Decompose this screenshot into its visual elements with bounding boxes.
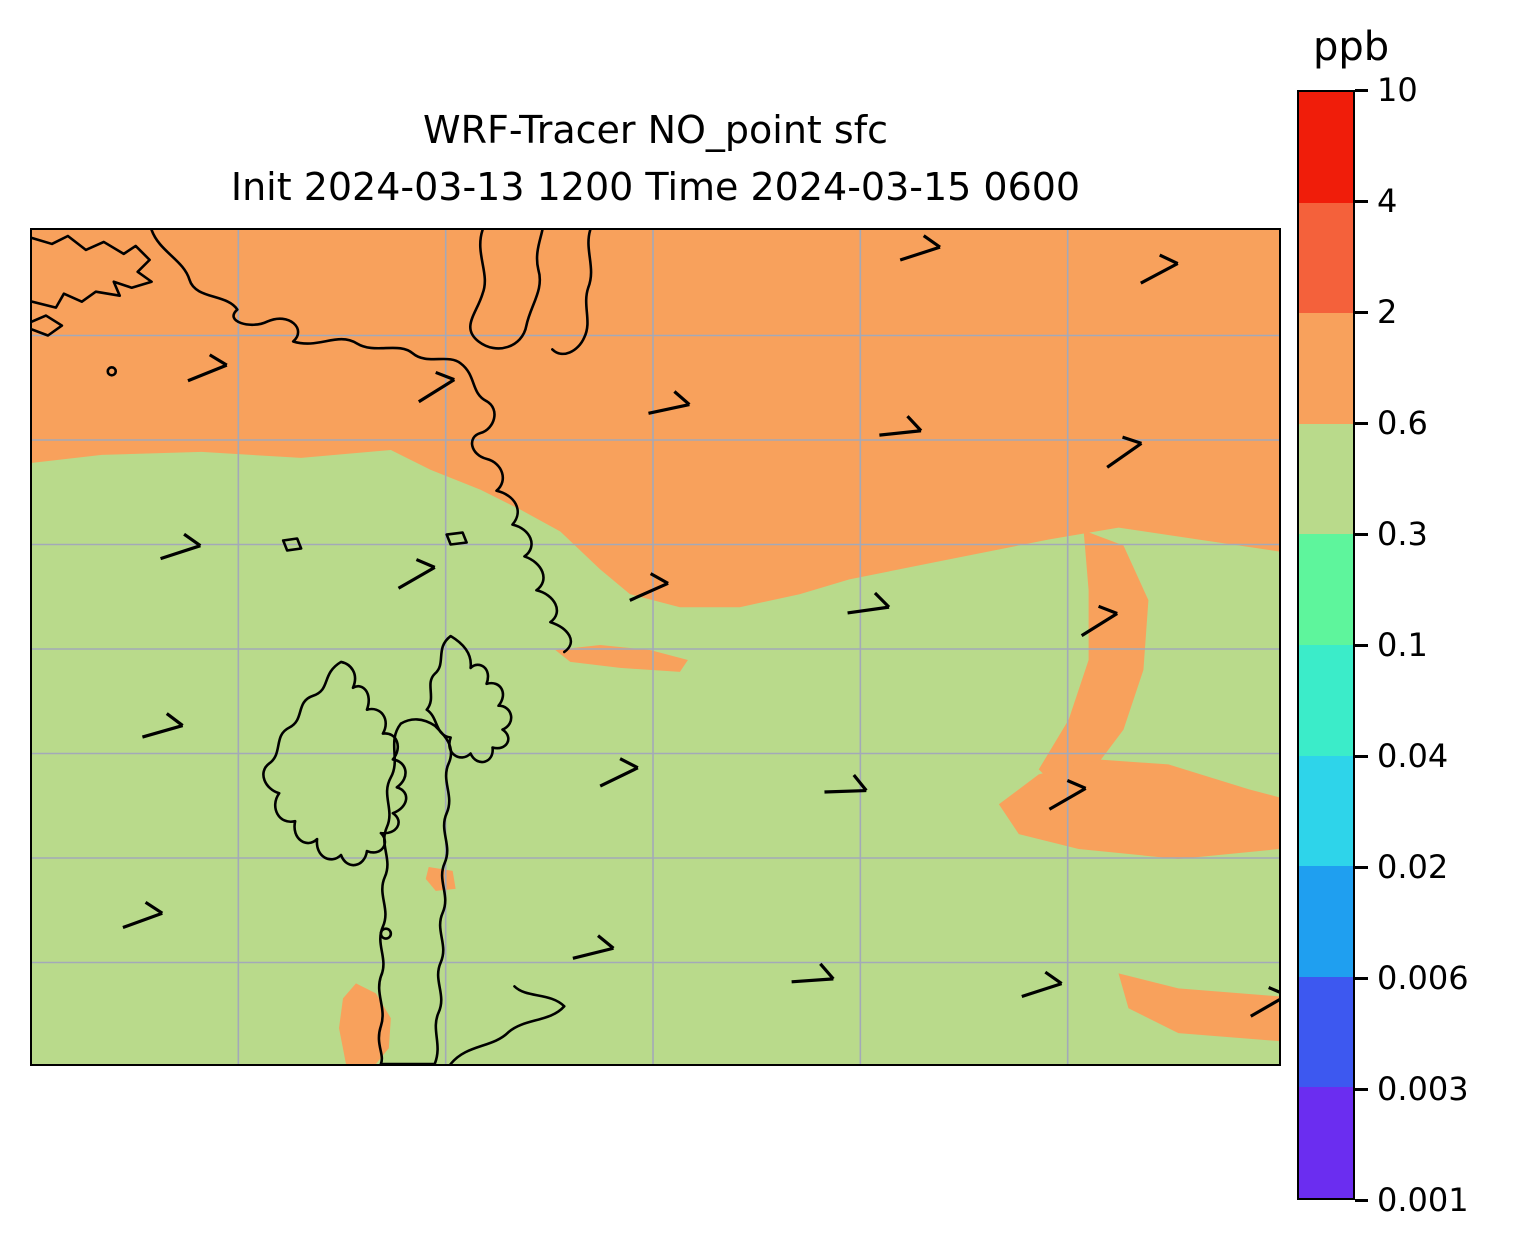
field-orange-patch (425, 866, 456, 891)
field-orange-patch (1118, 973, 1279, 1042)
colorbar-tick-label: 0.006 (1377, 959, 1469, 997)
coastline-path (281, 537, 303, 552)
colorbar-tick-label: 0.02 (1377, 848, 1449, 886)
wind-barb (824, 774, 868, 794)
colorbar-band-0.001-0.003 (1299, 1087, 1353, 1198)
coastline-path (32, 234, 153, 309)
field-orange-patch (998, 759, 1279, 859)
field-orange-patch (339, 983, 391, 1064)
field-orange-patch (1038, 530, 1149, 790)
wind-barb (899, 234, 941, 262)
colorbar-band-0.3-0.6 (1299, 423, 1353, 535)
colorbar-band-2-4 (1299, 202, 1353, 314)
coastline-path (150, 230, 573, 654)
colorbar-tick (1355, 89, 1368, 92)
coastline-path (445, 531, 468, 546)
colorbar-tick-label: 10 (1377, 71, 1418, 109)
colorbar-band-0.006-0.02 (1299, 866, 1353, 977)
wind-barb (417, 370, 456, 404)
map-plot (30, 228, 1281, 1066)
colorbar-tick-label: 0.04 (1377, 737, 1449, 775)
colorbar-tick (1355, 422, 1368, 425)
colorbar-tick (1355, 200, 1368, 203)
coastline-path (425, 634, 513, 764)
coastline-path (262, 660, 408, 867)
wind-barb (1021, 970, 1063, 999)
plot-title: WRF-Tracer NO_point sfc Init 2024-03-13 … (30, 102, 1281, 216)
wind-barb (847, 591, 891, 615)
coastline-path (449, 985, 566, 1064)
colorbar-band-0.003-0.006 (1299, 976, 1353, 1088)
colorbar-tick-label: 0.3 (1377, 515, 1428, 553)
field-band-0.6-2 (32, 230, 1279, 608)
colorbar-tick-label: 2 (1377, 293, 1398, 331)
wind-barb (141, 712, 184, 739)
wind-barb (629, 572, 669, 602)
island-circle (379, 927, 393, 940)
title-line-1: WRF-Tracer NO_point sfc (423, 108, 888, 152)
colorbar-tick-label: 0.003 (1377, 1070, 1469, 1108)
colorbar-tick-label: 0.1 (1377, 626, 1428, 664)
coastline-path (551, 230, 593, 356)
wind-barb (1140, 253, 1179, 285)
colorbar-band-4-10 (1299, 92, 1353, 203)
colorbar-bands (1299, 92, 1353, 1198)
colorbar-band-0.1-0.3 (1299, 534, 1353, 645)
wind-barb (1080, 604, 1119, 638)
island-circle (106, 366, 118, 377)
wind-barb (791, 962, 835, 984)
colorbar-tick-label: 4 (1377, 182, 1398, 220)
coastline-path (469, 230, 544, 350)
colorbar-tick (1355, 866, 1368, 869)
colorbar-tick-label: 0.6 (1377, 404, 1428, 442)
wind-barb (187, 353, 228, 383)
colorbar-band-0.04-0.1 (1299, 644, 1353, 756)
colorbar-band-0.6-2 (1299, 313, 1353, 424)
wind-barb (648, 390, 691, 415)
colorbar-tick (1355, 311, 1368, 314)
wind-barb (1048, 779, 1087, 811)
wind-barb (1249, 986, 1279, 1018)
colorbar-tick (1355, 644, 1368, 647)
field-orange-patch (555, 645, 688, 672)
wind-barb (1106, 435, 1143, 469)
title-line-2: Init 2024-03-13 1200 Time 2024-03-15 060… (230, 165, 1081, 209)
wind-barb (122, 900, 164, 929)
colorbar-band-0.02-0.04 (1299, 755, 1353, 867)
wind-barb (599, 757, 639, 788)
coastline-path (377, 718, 453, 1064)
wind-barb (160, 532, 202, 561)
colorbar-tick-label: 0.001 (1377, 1181, 1469, 1219)
colorbar-tick (1355, 1088, 1368, 1091)
map-svg (32, 230, 1279, 1064)
colorbar-tick (1355, 1199, 1368, 1202)
coastline-path (32, 314, 64, 337)
colorbar-units-label: ppb (1313, 24, 1390, 70)
wind-barb (397, 558, 436, 590)
colorbar-tick (1355, 533, 1368, 536)
colorbar-tick (1355, 977, 1368, 980)
wind-barb (879, 415, 923, 437)
colorbar-tick (1355, 755, 1368, 758)
wind-barb (572, 934, 615, 960)
colorbar (1297, 90, 1355, 1200)
